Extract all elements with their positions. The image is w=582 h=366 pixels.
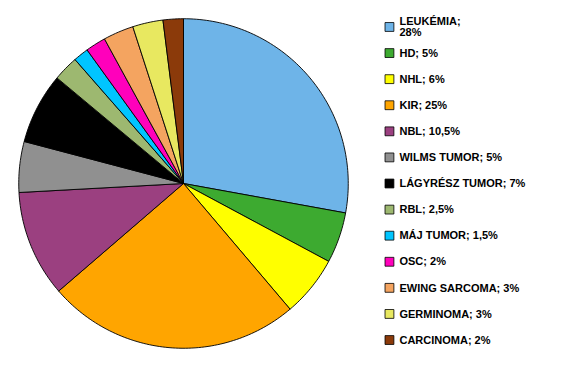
svg-text:WILMS TUMOR; 5%: WILMS TUMOR; 5% (399, 151, 502, 163)
svg-text:GERMINOMA; 3%: GERMINOMA; 3% (399, 308, 492, 320)
svg-text:OSC; 2%: OSC; 2% (399, 255, 446, 267)
svg-text:NHL; 6%: NHL; 6% (399, 73, 444, 85)
svg-text:KIR; 25%: KIR; 25% (399, 99, 447, 111)
svg-text:MÁJ TUMOR; 1,5%: MÁJ TUMOR; 1,5% (399, 229, 498, 241)
svg-text:RBL; 2,5%: RBL; 2,5% (399, 203, 454, 215)
svg-text:EWING SARCOMA; 3%: EWING SARCOMA; 3% (399, 282, 519, 294)
svg-text:LÁGYRÉSZ TUMOR; 7%: LÁGYRÉSZ TUMOR; 7% (399, 177, 525, 189)
svg-text:LEUKÉMIA;28%: LEUKÉMIA;28% (399, 15, 460, 39)
svg-text:HD; 5%: HD; 5% (399, 47, 438, 59)
svg-text:NBL; 10,5%: NBL; 10,5% (399, 125, 460, 137)
svg-text:CARCINOMA; 2%: CARCINOMA; 2% (399, 334, 490, 346)
